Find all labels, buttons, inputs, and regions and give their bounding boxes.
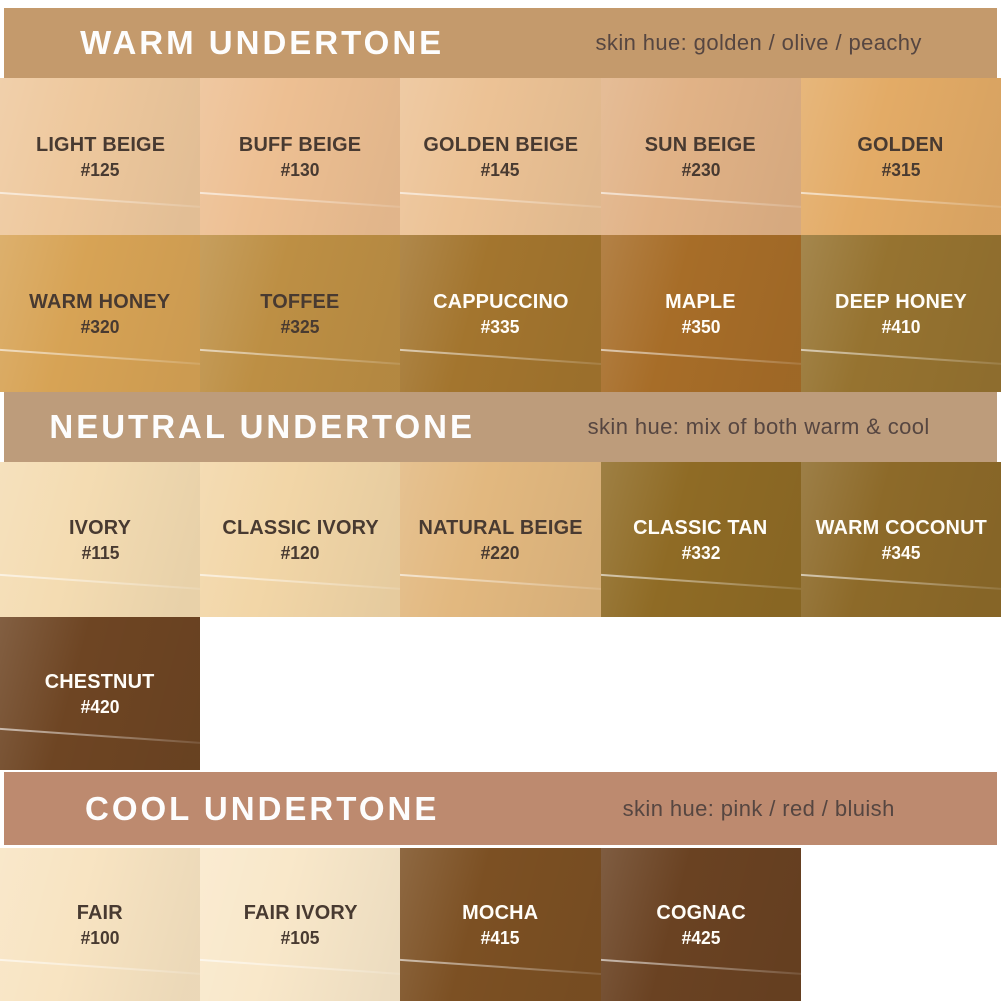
shade-code: #415 [481, 927, 520, 948]
section-header-warm: WARM UNDERTONE skin hue: golden / olive /… [4, 8, 997, 78]
shade-name: WARM HONEY [29, 289, 171, 313]
shade-row-warm-2: WARM HONEY #320 TOFFEE #325 CAPPUCCINO #335 MA… [0, 235, 1001, 392]
shade-name: NATURAL BEIGE [418, 515, 583, 539]
shade-row-neutral-1: IVORY #115 CLASSIC IVORY #120 NATURAL BEIGE #… [0, 462, 1001, 617]
shade-name: FAIR IVORY [243, 900, 358, 924]
shade-swatch-warm-honey: WARM HONEY #320 [0, 235, 201, 392]
section-header-cool: COOL UNDERTONE skin hue: pink / red / blu… [4, 772, 997, 845]
shade-code: #130 [280, 159, 320, 180]
shade-code: #335 [481, 316, 520, 337]
shade-name: CLASSIC TAN [633, 515, 768, 539]
shade-name: FAIR [77, 900, 124, 924]
shade-swatch-fair: FAIR #100 [0, 848, 201, 1001]
section-subtitle-wrap: skin hue: pink / red / bluish [520, 796, 997, 822]
shade-swatch-ivory: IVORY #115 [0, 462, 201, 617]
section-title: WARM UNDERTONE [80, 24, 445, 61]
shade-swatch-toffee: TOFFEE #325 [200, 235, 401, 392]
shade-code: #120 [280, 542, 320, 563]
shade-row-cool-1: FAIR #100 FAIR IVORY #105 MOCHA #415 COGNAC #42… [0, 848, 1001, 1001]
shade-code: #125 [80, 159, 120, 180]
shade-swatch-chestnut: CHESTNUT #420 [0, 617, 201, 770]
shade-swatch-warm-coconut: WARM COCONUT #345 [800, 462, 1001, 617]
shade-name: CHESTNUT [45, 669, 156, 693]
shade-name: LIGHT BEIGE [35, 132, 165, 156]
shade-swatch-mocha: MOCHA #415 [400, 848, 601, 1001]
section-subtitle-wrap: skin hue: mix of both warm & cool [520, 414, 997, 440]
shade-swatch-sun-beige: SUN BEIGE #230 [600, 78, 801, 235]
section-subtitle: skin hue: golden / olive / peachy [595, 30, 922, 55]
shade-code: #100 [80, 927, 120, 948]
section-title-wrap: NEUTRAL UNDERTONE [4, 408, 520, 446]
shade-swatch-cognac: COGNAC #425 [600, 848, 801, 1001]
shade-swatch-cappuccino: CAPPUCCINO #335 [400, 235, 601, 392]
shade-name: TOFFEE [260, 289, 340, 313]
section-title: NEUTRAL UNDERTONE [49, 408, 475, 445]
shade-code: #325 [280, 316, 320, 337]
shade-name: COGNAC [655, 900, 746, 924]
shade-name: MOCHA [462, 900, 539, 924]
shade-name: DEEP HONEY [834, 289, 967, 313]
shade-swatch-fair-ivory: FAIR IVORY #105 [200, 848, 401, 1001]
section-title-wrap: WARM UNDERTONE [4, 24, 520, 62]
shade-code: #332 [681, 542, 721, 563]
shade-code: #345 [881, 542, 921, 563]
section-subtitle: skin hue: pink / red / bluish [622, 795, 895, 821]
shade-code: #105 [280, 927, 320, 948]
shade-code: #315 [881, 159, 921, 180]
shade-name: WARM COCONUT [815, 515, 987, 539]
shade-swatch-maple: MAPLE #350 [600, 235, 801, 392]
shade-swatch-light-beige: LIGHT BEIGE #125 [0, 78, 201, 235]
shade-row-neutral-2: CHESTNUT #420 [0, 617, 1001, 770]
shade-code: #145 [481, 159, 520, 180]
shade-row-warm-1: LIGHT BEIGE #125 BUFF BEIGE #130 GOLDEN BEIG… [0, 78, 1001, 235]
section-header-neutral: NEUTRAL UNDERTONE skin hue: mix of both w… [4, 392, 997, 462]
shade-name: CLASSIC IVORY [222, 515, 379, 539]
section-title-wrap: COOL UNDERTONE [4, 790, 520, 828]
section-subtitle-wrap: skin hue: golden / olive / peachy [520, 30, 997, 56]
empty-cell [800, 848, 1001, 1001]
shade-code: #230 [681, 159, 721, 180]
shade-swatch-golden: GOLDEN #315 [800, 78, 1001, 235]
section-title: COOL UNDERTONE [85, 789, 440, 827]
empty-cell [800, 617, 1001, 770]
shade-swatch-buff-beige: BUFF BEIGE #130 [200, 78, 401, 235]
shade-swatch-golden-beige: GOLDEN BEIGE #145 [400, 78, 601, 235]
shade-swatch-natural-beige: NATURAL BEIGE #220 [400, 462, 601, 617]
empty-cell [200, 617, 401, 770]
shade-swatch-classic-ivory: CLASSIC IVORY #120 [200, 462, 401, 617]
section-subtitle: skin hue: mix of both warm & cool [587, 414, 930, 439]
shade-name: MAPLE [665, 289, 736, 313]
shade-swatch-classic-tan: CLASSIC TAN #332 [600, 462, 801, 617]
shade-name: GOLDEN [857, 132, 945, 156]
shade-code: #420 [80, 696, 120, 717]
shade-name: BUFF BEIGE [239, 132, 362, 156]
shade-name: SUN BEIGE [645, 132, 757, 156]
shade-code: #115 [81, 542, 120, 563]
shade-name: CAPPUCCINO [432, 289, 569, 313]
shade-code: #425 [681, 927, 721, 948]
shade-code: #320 [80, 316, 120, 337]
shade-code: #220 [481, 542, 520, 563]
shade-code: #410 [881, 316, 921, 337]
shade-swatch-deep-honey: DEEP HONEY #410 [800, 235, 1001, 392]
shade-name: GOLDEN BEIGE [423, 132, 578, 156]
empty-cell [600, 617, 801, 770]
empty-cell [400, 617, 601, 770]
shade-code: #350 [681, 316, 721, 337]
shade-name: IVORY [69, 515, 132, 539]
